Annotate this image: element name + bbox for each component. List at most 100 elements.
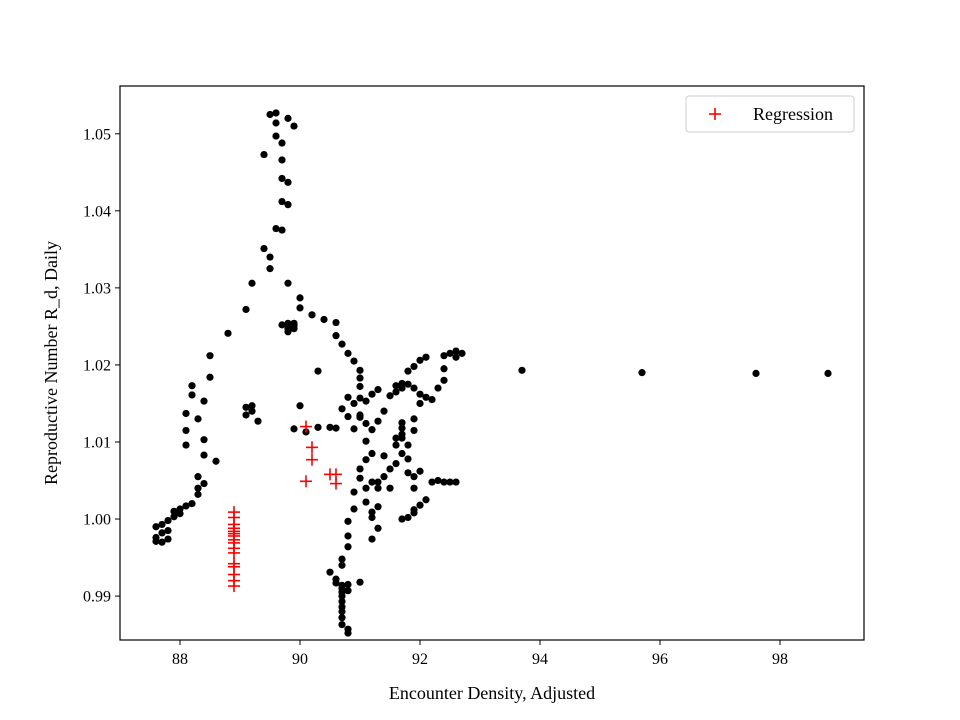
data-point [344,629,352,637]
data-point [284,114,292,122]
data-point [278,156,286,164]
data-point [416,390,424,398]
data-point [188,500,196,508]
data-point [824,369,832,378]
data-point [248,407,256,415]
data-point [284,201,292,209]
data-point [272,109,280,117]
data-point [374,524,382,532]
data-point [182,502,190,510]
data-point [440,376,448,384]
regression-point [306,453,318,466]
data-point [374,417,382,425]
data-point [272,132,280,140]
data-point [344,543,352,551]
data-point [344,517,352,525]
series-regression [228,420,342,593]
data-point [398,419,406,427]
data-point [212,457,220,465]
data-point [350,505,358,513]
data-point [386,484,394,492]
data-point [194,484,202,492]
data-point [332,318,340,327]
data-point [404,513,412,522]
data-point [380,473,388,481]
data-point [452,478,460,486]
data-point [272,119,280,127]
data-point [428,395,436,404]
data-point [368,449,376,458]
x-axis: 88 90 92 94 96 98 [172,640,788,668]
x-tick-label: 88 [172,651,188,668]
data-point [356,578,364,586]
data-point [194,473,202,481]
data-point [182,426,190,435]
legend-box [685,95,855,133]
data-point [362,498,370,506]
data-point [392,441,400,449]
data-point [398,449,406,458]
data-point [410,473,418,481]
data-point [170,513,178,521]
data-point [338,340,346,348]
data-point [194,415,202,423]
regression-point [300,420,312,433]
data-point [320,315,328,324]
regression-point [330,477,342,490]
data-point [458,349,466,357]
data-point [344,532,352,540]
data-point [362,419,370,428]
data-point [254,417,262,425]
data-point [362,397,370,405]
x-tick-label: 98 [772,651,788,668]
data-point [434,384,442,392]
data-point [398,424,406,432]
data-point [260,150,268,159]
data-point [332,332,340,340]
data-point [368,390,376,398]
data-point [164,516,172,525]
data-point [206,352,214,360]
data-point [326,423,334,431]
data-point [440,478,448,486]
data-point [152,537,160,545]
data-point [380,452,388,460]
data-point [452,347,460,355]
data-point [404,469,412,477]
data-point [158,529,166,537]
data-point [344,587,352,595]
data-point [416,501,424,509]
data-point [242,403,250,411]
data-point [278,174,286,183]
data-point [200,436,208,444]
y-tick-label: 1.03 [83,280,111,297]
data-point [446,349,454,357]
data-point [266,265,274,273]
x-tick-label: 94 [532,651,548,668]
data-point [446,478,454,486]
data-point [158,520,166,529]
data-point [356,413,364,421]
data-point [176,510,184,518]
regression-point [306,441,318,454]
data-point [272,224,280,233]
data-point [392,382,400,390]
data-point [422,496,430,504]
data-point [368,426,376,434]
data-point [368,478,376,486]
data-point [152,523,160,531]
data-point [308,311,316,319]
data-point [356,366,364,374]
series-observed [152,109,832,637]
data-point [440,365,448,373]
data-point [404,367,412,375]
y-tick-label: 1.04 [83,203,111,220]
y-axis: 0.99 1.00 1.01 1.02 1.03 1.04 1.05 [83,126,120,606]
data-point [332,579,340,587]
data-point [338,607,346,616]
data-point [404,441,412,449]
y-tick-label: 1.00 [83,512,111,529]
x-tick-label: 92 [412,651,428,668]
data-point [350,425,358,433]
